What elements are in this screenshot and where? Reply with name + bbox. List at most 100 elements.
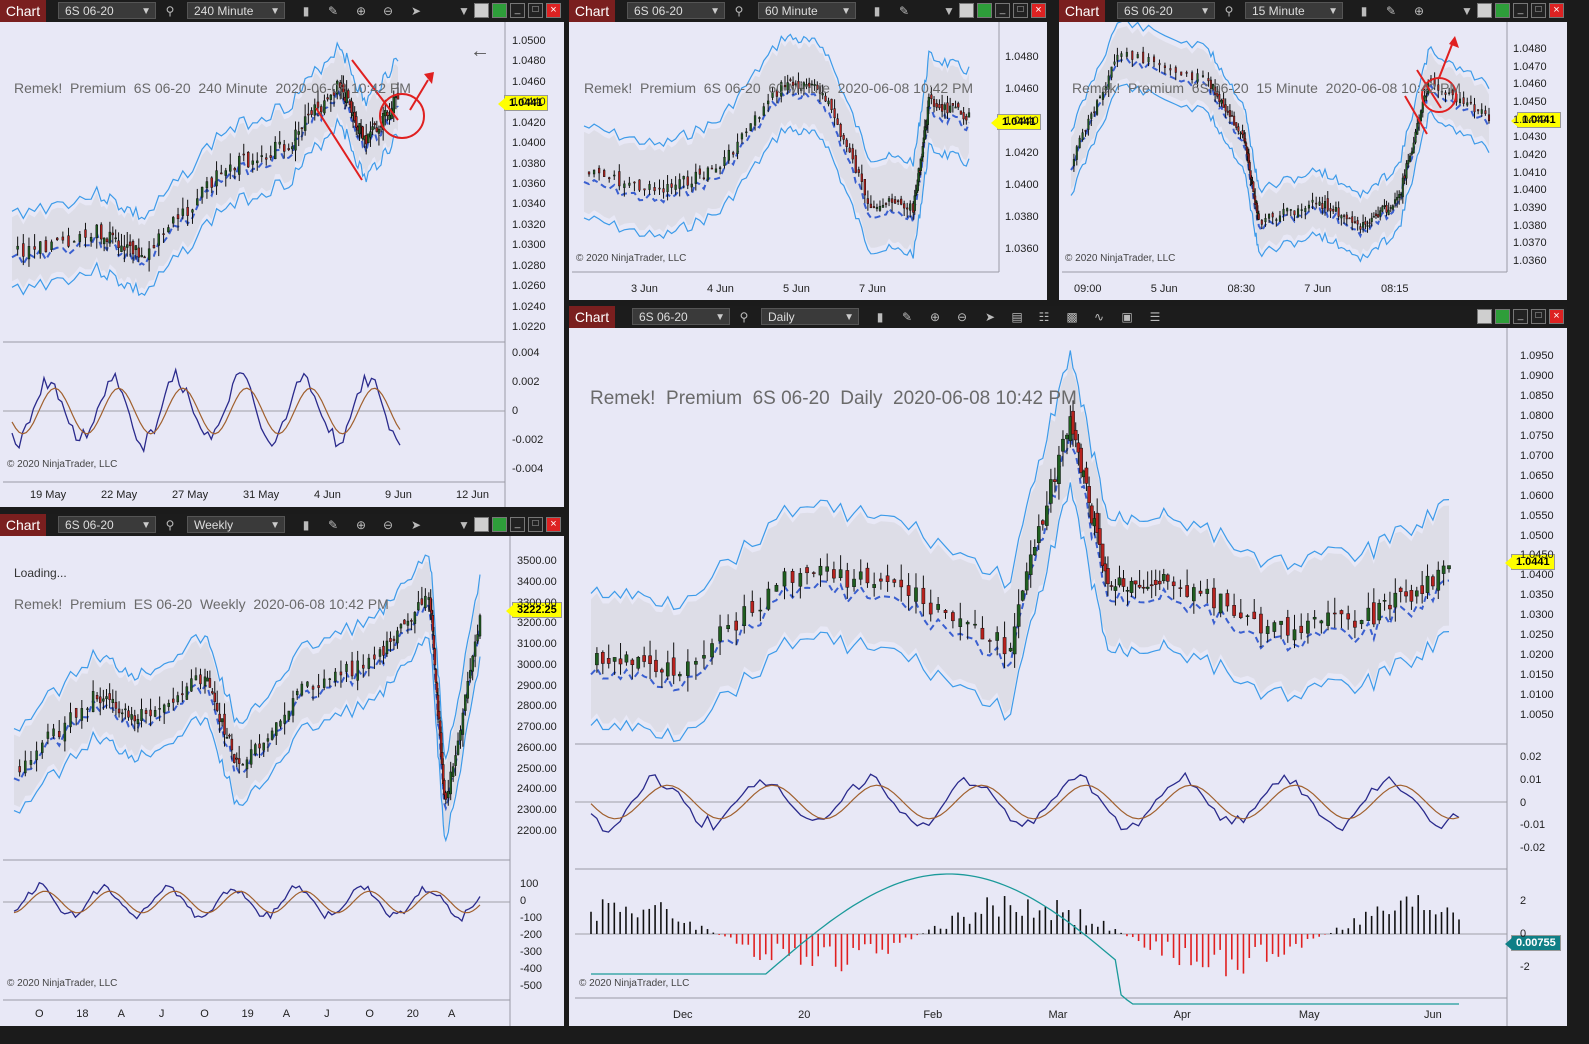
- candle-body: [742, 606, 747, 626]
- candle-body: [1304, 208, 1307, 212]
- properties-icon[interactable]: ☷: [1038, 310, 1050, 324]
- chevron-down-icon[interactable]: ▼: [1461, 4, 1473, 18]
- instrument-select[interactable]: 6S 06-20 ▼: [1117, 2, 1215, 19]
- interval-select[interactable]: 15 Minute ▼: [1245, 2, 1343, 19]
- minimize-button[interactable]: _: [995, 3, 1010, 18]
- chevron-down-icon[interactable]: ▼: [943, 4, 955, 18]
- zoom-in-icon[interactable]: ⊕: [355, 4, 367, 18]
- search-icon[interactable]: ⚲: [734, 4, 744, 18]
- axis-tick-label: 1.0300: [1520, 609, 1554, 622]
- search-icon[interactable]: ⚲: [165, 4, 175, 18]
- bar-type-icon[interactable]: ▮: [302, 518, 310, 532]
- zoom-out-icon[interactable]: ⊖: [382, 518, 394, 532]
- upper-band: [583, 33, 970, 167]
- link-color-button[interactable]: [474, 517, 489, 532]
- price-panel[interactable]: [0, 536, 564, 1026]
- candle-body: [1131, 50, 1134, 60]
- drawing-tool-icon[interactable]: ✎: [327, 4, 339, 18]
- trend-line: [315, 59, 399, 181]
- candle-body: [1212, 587, 1216, 609]
- maximize-button[interactable]: □: [1013, 3, 1028, 18]
- close-button[interactable]: ×: [1549, 309, 1564, 324]
- candle-body: [176, 214, 180, 220]
- link-color-button[interactable]: [1477, 3, 1492, 18]
- chevron-down-icon[interactable]: ▼: [458, 4, 470, 18]
- instrument-select[interactable]: 6S 06-20 ▼: [58, 516, 156, 533]
- drawing-tool-icon[interactable]: ✎: [898, 4, 910, 18]
- candle-body: [388, 114, 391, 120]
- zoom-in-icon[interactable]: ⊕: [1413, 4, 1425, 18]
- search-icon[interactable]: ⚲: [1224, 4, 1234, 18]
- strategies-icon[interactable]: ∿: [1093, 310, 1105, 324]
- axis-tick-label: 1.0260: [512, 280, 546, 293]
- link-green-button[interactable]: [492, 517, 507, 532]
- bar-type-icon[interactable]: ▮: [1360, 4, 1368, 18]
- pointer-icon[interactable]: ➤: [984, 310, 996, 324]
- chart-label[interactable]: Chart: [569, 0, 615, 22]
- chevron-down-icon[interactable]: ▼: [458, 518, 470, 532]
- zoom-in-icon[interactable]: ⊕: [355, 518, 367, 532]
- maximize-button[interactable]: □: [528, 517, 543, 532]
- price-panel[interactable]: [569, 22, 1047, 300]
- search-icon[interactable]: ⚲: [739, 310, 749, 324]
- close-button[interactable]: ×: [546, 3, 561, 18]
- list-icon[interactable]: ☰: [1149, 310, 1161, 324]
- close-button[interactable]: ×: [1031, 3, 1046, 18]
- pointer-icon[interactable]: ➤: [410, 518, 422, 532]
- minimize-button[interactable]: _: [1513, 309, 1528, 324]
- link-green-button[interactable]: [492, 3, 507, 18]
- minimize-button[interactable]: _: [510, 3, 525, 18]
- drawing-tool-icon[interactable]: ✎: [327, 518, 339, 532]
- minimize-button[interactable]: _: [1513, 3, 1528, 18]
- zoom-out-icon[interactable]: ⊖: [382, 4, 394, 18]
- instrument-select[interactable]: 6S 06-20 ▼: [627, 2, 725, 19]
- link-color-button[interactable]: [959, 3, 974, 18]
- price-panel[interactable]: [1059, 22, 1567, 300]
- drawing-tool-icon[interactable]: ✎: [901, 310, 913, 324]
- maximize-button[interactable]: □: [1531, 309, 1546, 324]
- templates-icon[interactable]: ▣: [1121, 310, 1133, 324]
- chart-label[interactable]: Chart: [569, 306, 615, 328]
- candle-body: [1311, 199, 1314, 203]
- interval-select[interactable]: Weekly ▼: [187, 516, 285, 533]
- candle-body: [420, 598, 424, 605]
- pointer-icon[interactable]: ➤: [410, 4, 422, 18]
- close-button[interactable]: ×: [546, 517, 561, 532]
- price-panel[interactable]: [0, 22, 564, 507]
- search-icon[interactable]: ⚲: [165, 518, 175, 532]
- data-box-icon[interactable]: ▤: [1011, 310, 1023, 324]
- zoom-out-icon[interactable]: ⊖: [956, 310, 968, 324]
- price-series: [13, 554, 482, 843]
- maximize-button[interactable]: □: [1531, 3, 1546, 18]
- chart-label[interactable]: Chart: [0, 0, 46, 22]
- candle-body: [291, 698, 295, 716]
- back-arrow-icon[interactable]: ←: [470, 40, 490, 62]
- instrument-select[interactable]: 6S 06-20 ▼: [632, 308, 730, 325]
- close-button[interactable]: ×: [1549, 3, 1564, 18]
- interval-select[interactable]: 240 Minute ▼: [187, 2, 285, 19]
- candle-body: [396, 630, 399, 644]
- drawing-tool-icon[interactable]: ✎: [1385, 4, 1397, 18]
- minimize-button[interactable]: _: [510, 517, 525, 532]
- instrument-select[interactable]: 6S 06-20 ▼: [58, 2, 156, 19]
- maximize-button[interactable]: □: [528, 3, 543, 18]
- indicators-icon[interactable]: ▩: [1066, 310, 1078, 324]
- link-green-button[interactable]: [977, 3, 992, 18]
- candle-body: [1420, 585, 1424, 594]
- chart-label[interactable]: Chart: [1059, 0, 1105, 22]
- chart-label[interactable]: Chart: [0, 514, 46, 536]
- interval-select[interactable]: 60 Minute ▼: [758, 2, 856, 19]
- link-green-button[interactable]: [1495, 3, 1510, 18]
- zoom-in-icon[interactable]: ⊕: [929, 310, 941, 324]
- bar-type-icon[interactable]: ▮: [873, 4, 881, 18]
- link-color-button[interactable]: [1477, 309, 1492, 324]
- link-color-button[interactable]: [474, 3, 489, 18]
- candle-body: [447, 790, 450, 799]
- link-green-button[interactable]: [1495, 309, 1510, 324]
- bar-type-icon[interactable]: ▮: [876, 310, 884, 324]
- axis-tick-label: 1.0480: [1513, 43, 1547, 55]
- price-panel[interactable]: [569, 328, 1567, 1026]
- candle-body: [1252, 181, 1255, 193]
- bar-type-icon[interactable]: ▮: [302, 4, 310, 18]
- interval-select[interactable]: Daily ▼: [761, 308, 859, 325]
